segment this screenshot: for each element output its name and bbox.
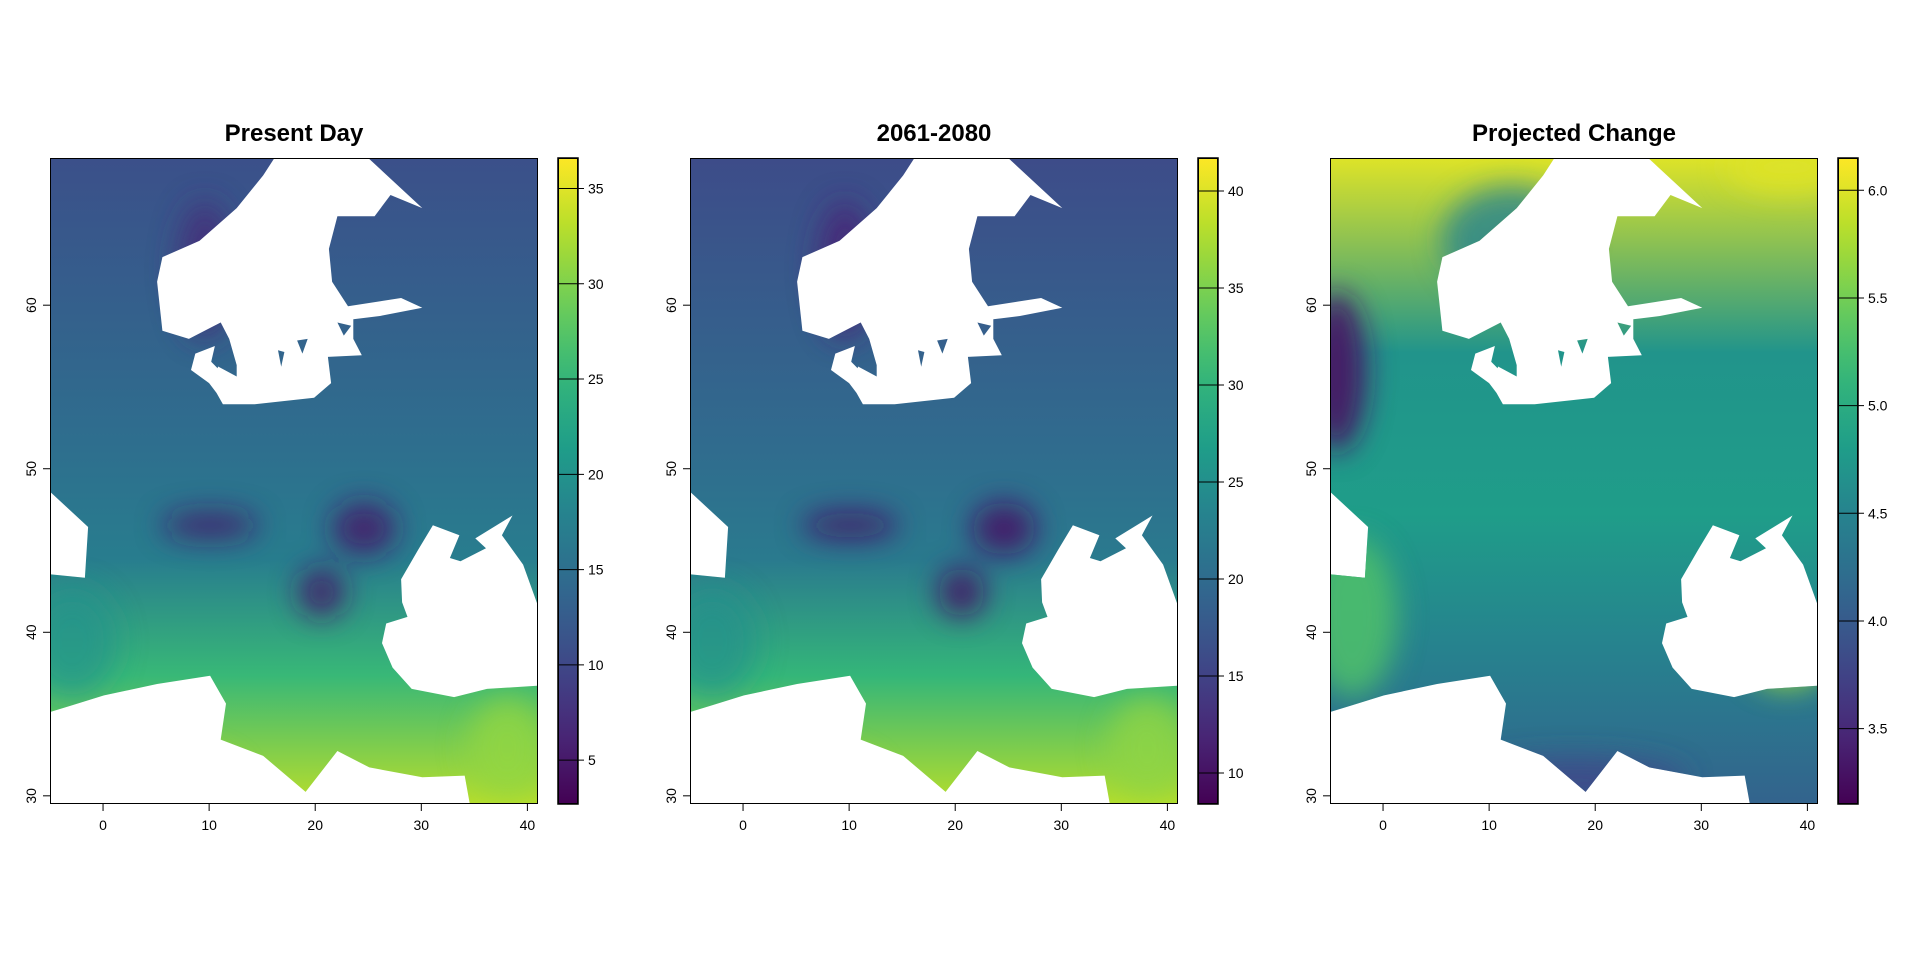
x-tick-label: 30 (1694, 817, 1710, 833)
colorbar-tick-label: 5.5 (1868, 290, 1888, 306)
panel-title: Projected Change (1471, 120, 1677, 147)
colorbar-tick-label: 35 (588, 180, 604, 196)
colorbar-tick-label: 25 (588, 371, 604, 387)
iberia-warm-patch (51, 586, 118, 697)
y-tick-label: 50 (1303, 461, 1319, 477)
mountain-cold-patch (972, 502, 1036, 555)
y-tick-label: 30 (1303, 788, 1319, 804)
y-tick-label: 40 (23, 624, 39, 640)
colorbar-gradient (558, 158, 578, 804)
iberia-high-change (1331, 536, 1398, 697)
mountain-cold-patch (298, 567, 345, 617)
y-tick-label: 60 (663, 297, 679, 313)
y-tick-label: 40 (1303, 624, 1319, 640)
x-tick-label: 40 (1800, 817, 1816, 833)
colorbar-tick-label: 3.5 (1868, 721, 1888, 737)
northeast-high-change (1727, 159, 1817, 193)
colorbar-tick-label: 5 (588, 752, 596, 768)
x-tick-label: 20 (1587, 817, 1603, 833)
britain-low-change (1331, 291, 1367, 452)
y-tick-label: 60 (23, 297, 39, 313)
colorbar-tick-label: 4.5 (1868, 505, 1888, 521)
panel-title: Present Day (224, 120, 364, 147)
y-tick-label: 30 (23, 788, 39, 804)
colorbar-tick-label: 15 (588, 562, 604, 578)
levant-warm-patch (467, 697, 537, 798)
colorbar-tick-label: 40 (1228, 183, 1244, 199)
colorbar-gradient (1838, 158, 1858, 804)
x-tick-label: 10 (841, 817, 857, 833)
mountain-cold-patch (332, 502, 396, 555)
colorbar-tick-label: 20 (588, 466, 604, 482)
colorbar-tick-label: 5.0 (1868, 398, 1888, 414)
colorbar (558, 158, 578, 804)
y-tick-label: 40 (663, 624, 679, 640)
colorbar-tick-label: 30 (588, 276, 604, 292)
x-tick-label: 10 (1481, 817, 1497, 833)
map-axes: 0 10 20 30 40 30 40 50 60 10 15 20 25 30 35 40 (663, 157, 1244, 833)
y-tick-label: 50 (663, 461, 679, 477)
panel-present-day: Present Day 0 10 20 30 40 30 40 50 60 5 10 15 20 25 30… (0, 0, 640, 960)
mountain-cold-patch (938, 567, 985, 617)
colorbar-tick-label: 6.0 (1868, 182, 1888, 198)
colorbar-tick-label: 15 (1228, 668, 1244, 684)
x-tick-label: 20 (947, 817, 963, 833)
x-tick-label: 20 (307, 817, 323, 833)
map-plot-area (1330, 158, 1818, 804)
mountain-cold-patch (162, 512, 258, 539)
colorbar-tick-label: 25 (1228, 474, 1244, 490)
colorbar-tick-label: 20 (1228, 571, 1244, 587)
map-axes: 0 10 20 30 40 30 40 50 60 5 10 15 20 25 30 35 (23, 157, 604, 833)
map-plot-area (690, 158, 1178, 804)
y-tick-label: 50 (23, 461, 39, 477)
panel-2061-2080: 2061-2080 0 10 20 30 40 30 40 50 60 10 15 20 25 30 35 4… (640, 0, 1280, 960)
x-tick-label: 0 (1379, 817, 1387, 833)
colorbar-tick-label: 4.0 (1868, 613, 1888, 629)
map-plot-area (50, 158, 538, 804)
colorbar-tick-label: 30 (1228, 377, 1244, 393)
x-tick-label: 10 (201, 817, 217, 833)
colorbar-gradient (1198, 158, 1218, 804)
x-tick-label: 0 (739, 817, 747, 833)
colorbar-tick-label: 35 (1228, 280, 1244, 296)
x-tick-label: 40 (1160, 817, 1176, 833)
colorbar (1838, 158, 1858, 804)
colorbar-tick-label: 10 (588, 657, 604, 673)
x-tick-label: 30 (1054, 817, 1070, 833)
y-tick-label: 60 (1303, 297, 1319, 313)
iberia-warm-patch (691, 586, 758, 697)
levant-warm-patch (1107, 697, 1177, 798)
mountain-cold-patch (802, 512, 898, 539)
x-tick-label: 0 (99, 817, 107, 833)
panel-title: 2061-2080 (876, 120, 992, 147)
map-axes: 0 10 20 30 40 30 40 50 60 3.5 4.0 4.5 5.0 5.5 6.0 (1303, 157, 1888, 833)
x-tick-label: 30 (414, 817, 430, 833)
colorbar-tick-label: 10 (1228, 765, 1244, 781)
panel-projected-change: Projected Change 0 10 20 30 40 30 40 50 60 3.5 4.0… (1280, 0, 1920, 960)
y-tick-label: 30 (663, 788, 679, 804)
x-tick-label: 40 (520, 817, 536, 833)
colorbar (1198, 158, 1218, 804)
